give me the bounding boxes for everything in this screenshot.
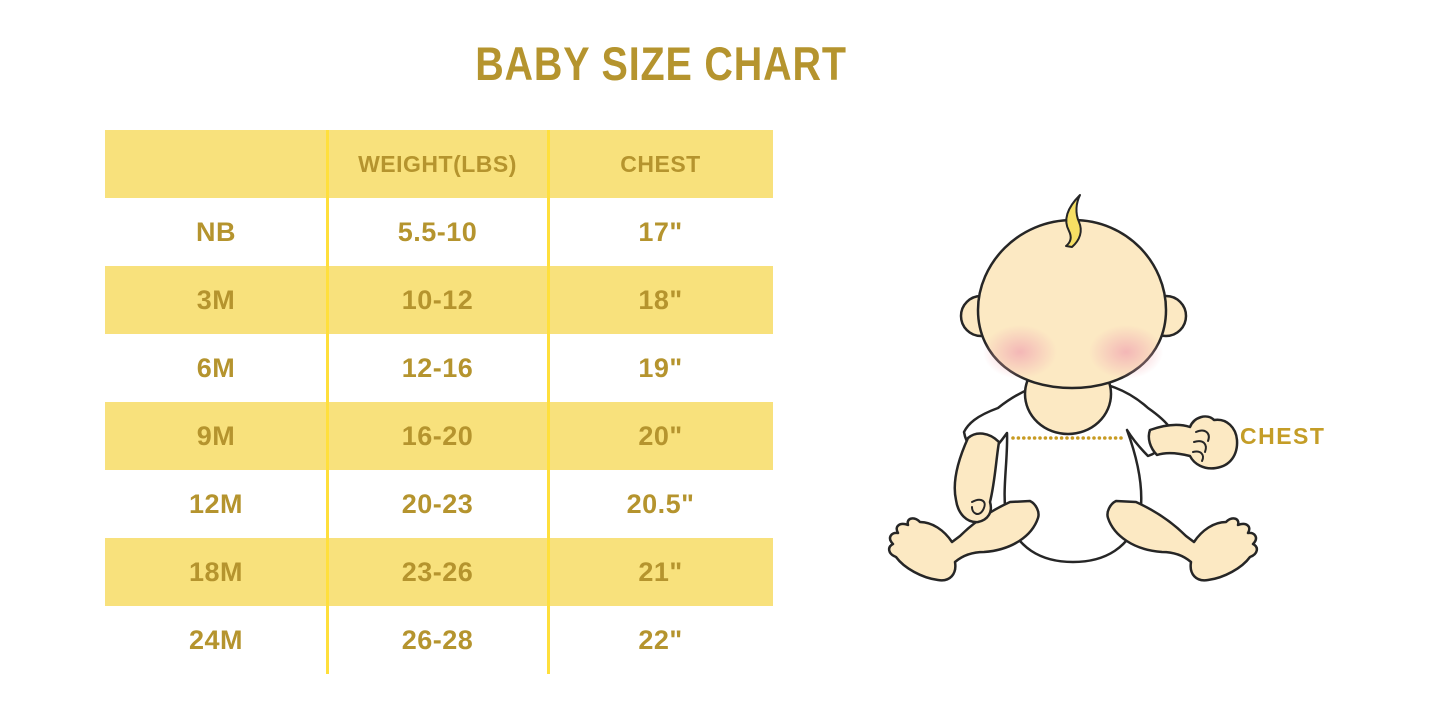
table-row-6m: 6M 12-16 19" — [105, 334, 773, 402]
baby-arm-left — [953, 432, 1001, 524]
baby-illustration — [887, 194, 1259, 582]
weight-cell: 10-12 — [401, 284, 474, 315]
table-row-12m: 12M 20-23 20.5" — [105, 470, 773, 538]
baby-cheek-right — [1089, 325, 1163, 379]
baby-arm-right — [1147, 415, 1239, 470]
table-header-row: WEIGHT(LBS) CHEST — [105, 130, 773, 198]
table-row-nb: NB 5.5-10 17" — [105, 198, 773, 266]
header-weight: WEIGHT(LBS) — [358, 150, 517, 177]
chest-cell: 21" — [638, 556, 683, 587]
table-row-18m: 18M 23-26 21" — [105, 538, 773, 606]
size-cell: 12M — [188, 488, 244, 519]
weight-cell: 26-28 — [401, 624, 474, 655]
baby-leg-left — [887, 499, 1040, 582]
header-chest: CHEST — [620, 150, 701, 177]
chest-cell: 18" — [638, 284, 683, 315]
table-row-9m: 9M 16-20 20" — [105, 402, 773, 470]
baby-leg-right — [1106, 499, 1259, 582]
size-cell: 3M — [196, 284, 236, 315]
weight-cell: 5.5-10 — [397, 216, 478, 247]
baby-cheek-left — [983, 325, 1057, 379]
weight-cell: 20-23 — [401, 488, 474, 519]
header-size — [105, 130, 327, 198]
chest-measurement-label: CHEST — [1240, 423, 1326, 449]
size-cell: 24M — [188, 624, 244, 655]
size-table: WEIGHT(LBS) CHEST NB 5.5-10 17" 3M 10-12… — [105, 130, 773, 674]
size-cell: NB — [196, 216, 236, 247]
weight-cell: 12-16 — [401, 352, 474, 383]
table-row-3m: 3M 10-12 18" — [105, 266, 773, 334]
page-title: BABY SIZE CHART — [475, 37, 847, 90]
chest-cell: 17" — [638, 216, 683, 247]
chest-cell: 20" — [638, 420, 683, 451]
size-cell: 6M — [196, 352, 236, 383]
chest-cell: 20.5" — [626, 488, 695, 519]
weight-cell: 16-20 — [401, 420, 474, 451]
size-cell: 18M — [188, 556, 244, 587]
chest-cell: 19" — [638, 352, 683, 383]
weight-cell: 23-26 — [401, 556, 474, 587]
table-column-divider-2 — [547, 130, 550, 674]
size-cell: 9M — [196, 420, 236, 451]
baby-hair-curl — [1065, 194, 1082, 248]
table-row-24m: 24M 26-28 22" — [105, 606, 773, 674]
chest-cell: 22" — [638, 624, 683, 655]
table-column-divider-1 — [326, 130, 329, 674]
